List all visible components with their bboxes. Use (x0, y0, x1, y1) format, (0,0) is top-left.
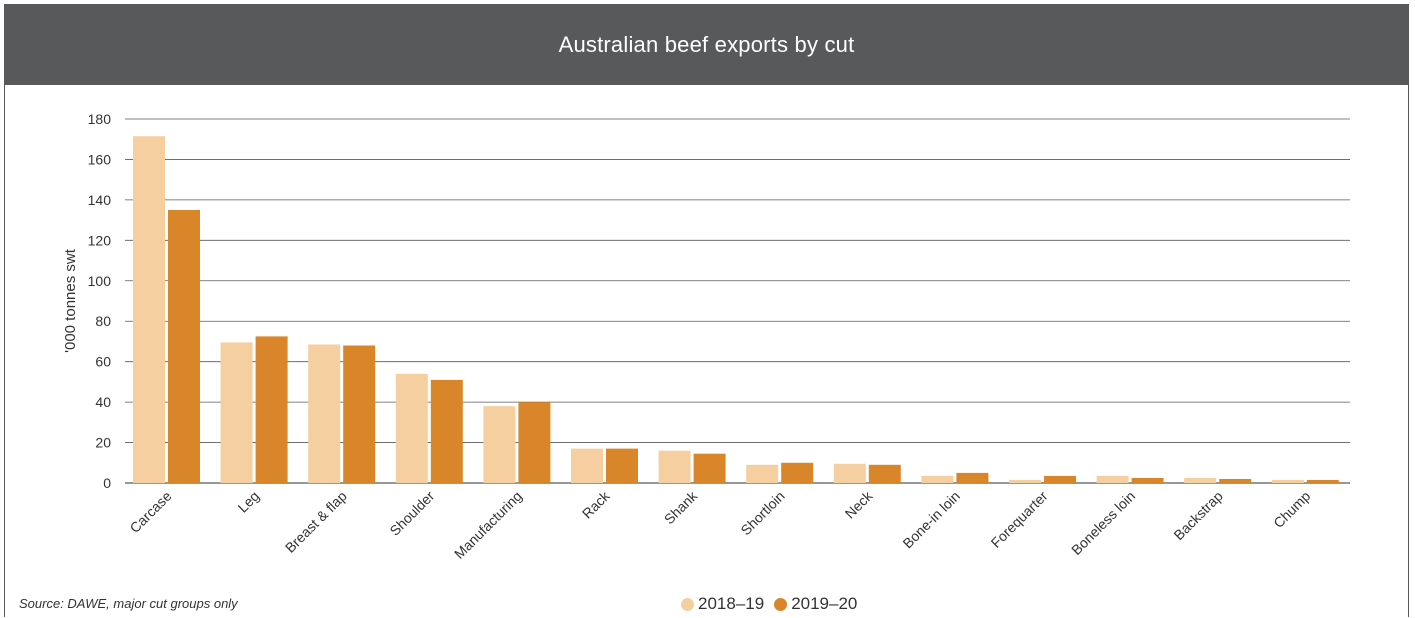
bar-2018-19 (308, 344, 341, 483)
bar-2019-20 (868, 464, 901, 483)
bar-2018-19 (133, 136, 165, 483)
bar-2019-20 (518, 402, 551, 483)
bar-2019-20 (255, 336, 288, 483)
bar-2019-20 (1131, 477, 1164, 483)
bar-2019-20 (1219, 478, 1252, 483)
bar-2018-19 (658, 450, 691, 483)
legend: 2018–19 2019–20 (681, 594, 867, 614)
bar-2018-19 (571, 448, 603, 483)
bar-2018-19 (483, 406, 516, 483)
bar-2018-19 (833, 463, 866, 483)
chart-title: Australian beef exports by cut (558, 32, 855, 57)
bar-2019-20 (1044, 475, 1076, 483)
x-category-label: Bone-in loin (899, 488, 963, 552)
y-tick-label: 100 (88, 273, 112, 289)
bar-2018-19 (1271, 479, 1304, 483)
bar-2018-19 (220, 342, 253, 483)
x-category-label: Backstrap (1170, 488, 1225, 543)
chart-header: Australian beef exports by cut (5, 5, 1408, 85)
x-category-label: Manufacturing (451, 488, 525, 562)
chart-frame: Australian beef exports by cut 0 20 40 60 80… (4, 4, 1409, 617)
y-tick-label: 40 (95, 394, 111, 410)
legend-item-2018-19: 2018–19 (681, 594, 764, 614)
bar-2019-20 (430, 379, 463, 483)
y-axis-ticks: 0 20 40 60 80 100 120 140 160 180 (88, 111, 112, 491)
x-axis-categories: Carcase Leg Breast & flap Shoulder Manufactu… (126, 487, 1313, 562)
x-category-label: Neck (842, 487, 877, 522)
x-category-label: Carcase (126, 488, 174, 536)
bar-chart: 0 20 40 60 80 100 120 140 160 180 Carcase Leg Breas… (62, 111, 1350, 562)
y-axis-label: '000 tonnes swt (62, 248, 79, 353)
bar-2019-20 (781, 462, 814, 483)
legend-item-2019-20: 2019–20 (774, 594, 857, 614)
y-tick-label: 160 (88, 151, 112, 167)
y-tick-label: 20 (95, 435, 111, 451)
x-category-label: Shortloin (737, 488, 787, 538)
bar-2018-19 (1184, 477, 1217, 483)
bar-2018-19 (1096, 475, 1129, 483)
y-tick-label: 0 (103, 475, 111, 491)
bar-2019-20 (956, 472, 989, 483)
legend-swatch-2019-20 (774, 597, 788, 611)
bar-2018-19 (1009, 479, 1041, 483)
bar-2019-20 (343, 345, 376, 483)
source-note: Source: DAWE, major cut groups only (19, 596, 238, 611)
bars (133, 136, 1339, 483)
y-tick-label: 140 (88, 192, 112, 208)
x-category-label: Shoulder (386, 488, 437, 539)
bar-2018-19 (395, 373, 428, 483)
x-category-label: Rack (579, 487, 614, 522)
x-category-label: Breast & flap (282, 488, 350, 556)
y-tick-label: 60 (95, 354, 111, 370)
x-category-label: Forequarter (988, 488, 1051, 551)
legend-swatch-2018-19 (681, 597, 694, 611)
y-tick-label: 180 (88, 111, 112, 127)
bar-2018-19 (921, 475, 954, 483)
x-category-label: Shank (661, 487, 701, 527)
y-tick-label: 80 (95, 313, 111, 329)
bar-2019-20 (606, 448, 638, 483)
x-category-label: Boneless loin (1068, 488, 1138, 558)
legend-label-2019-20: 2019–20 (791, 594, 858, 613)
bar-2019-20 (1306, 479, 1339, 483)
bar-2018-19 (746, 464, 779, 483)
x-category-label: Chump (1270, 488, 1313, 531)
y-tick-label: 120 (88, 232, 112, 248)
bar-2019-20 (693, 453, 726, 483)
bar-2019-20 (168, 210, 200, 483)
legend-label-2018-19: 2018–19 (698, 594, 765, 613)
x-category-label: Leg (234, 488, 262, 516)
